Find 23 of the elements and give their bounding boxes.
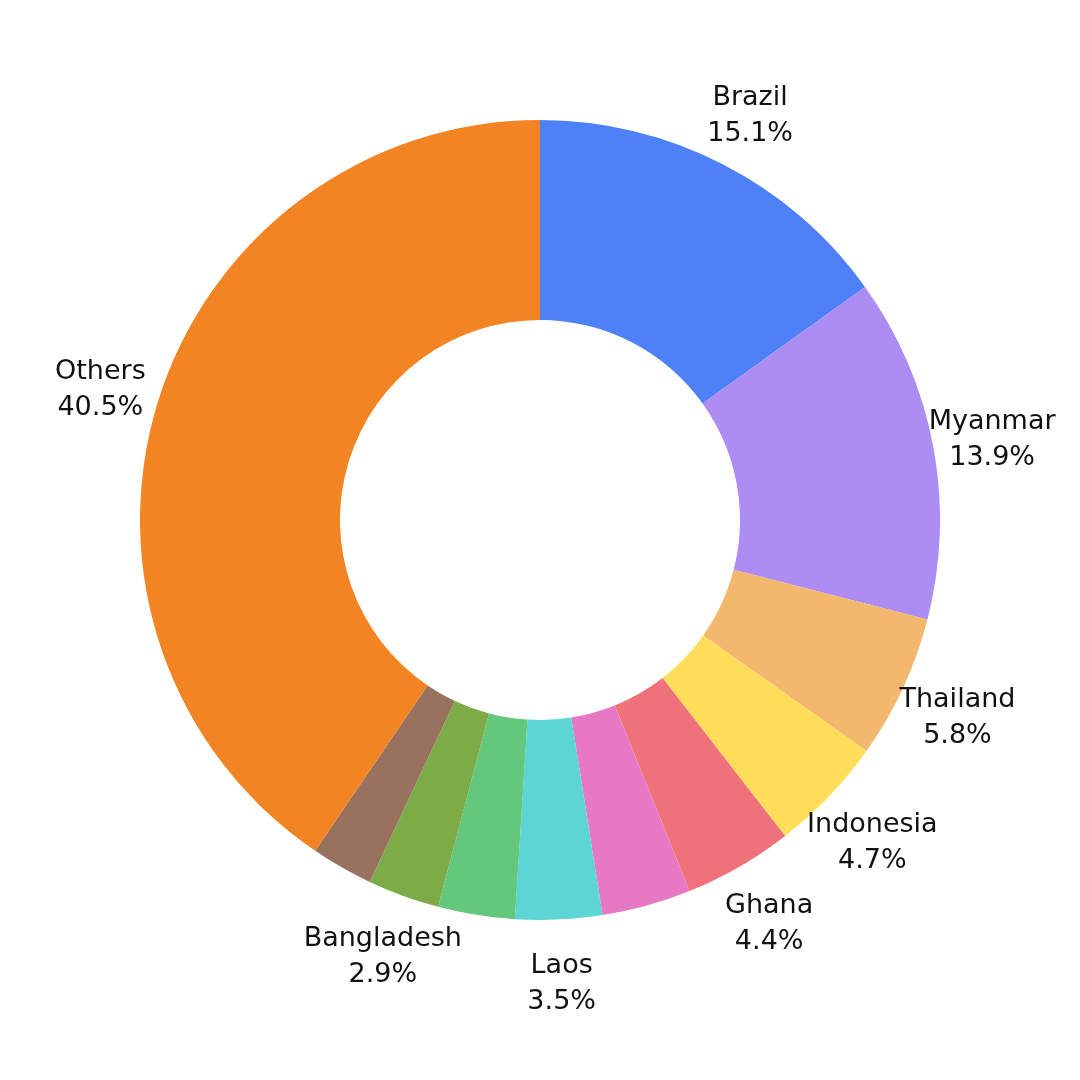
donut-slice [571,705,690,916]
slice-label: Ghana [725,887,814,919]
slice-label: Others [54,353,146,385]
donut-slice [540,120,866,404]
data-label: 3.5% [527,984,596,1016]
donut-slice [315,685,455,882]
data-label: 2.9% [348,957,418,989]
data-label: 13.9% [949,440,1036,472]
slice-label: Brazil [712,79,788,111]
data-label: 15.1% [707,115,794,147]
slice-label: Laos [530,948,593,980]
slice-label: Bangladesh [303,921,462,953]
donut-slice [438,713,528,920]
data-label: 4.7% [838,843,907,875]
donut-slice [514,717,603,920]
slice-label: Myanmar [928,404,1057,436]
data-label: 4.4% [734,923,804,955]
slice-label: Thailand [898,682,1016,714]
data-label: 5.8% [923,718,992,750]
data-label: 40.5% [57,389,144,421]
donut-slice [614,678,786,891]
slice-label: Indonesia [807,807,938,839]
donut-slice [369,700,490,907]
